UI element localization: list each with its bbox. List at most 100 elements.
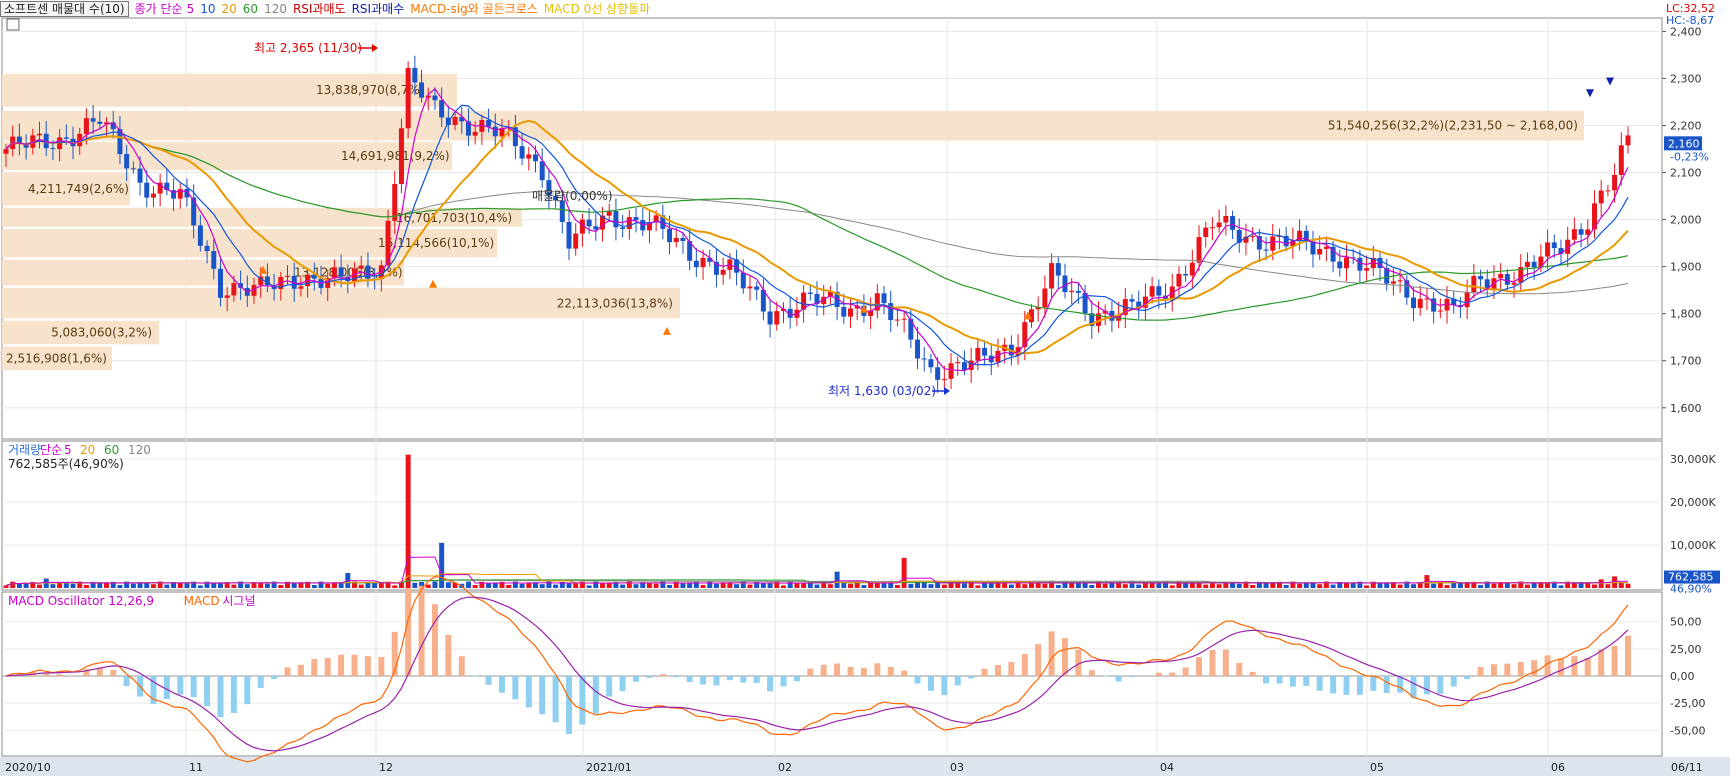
volume-bar[interactable]	[1337, 581, 1343, 588]
volume-bar[interactable]	[1002, 582, 1008, 588]
candle-body[interactable]	[734, 259, 740, 273]
candle-body[interactable]	[1625, 135, 1631, 146]
volume-bar[interactable]	[1471, 581, 1477, 588]
volume-bar[interactable]	[1256, 581, 1262, 588]
candle-body[interactable]	[50, 148, 56, 150]
candle-body[interactable]	[1042, 288, 1048, 308]
volume-bar[interactable]	[1230, 582, 1236, 588]
volume-bar[interactable]	[1343, 582, 1349, 588]
volume-bar[interactable]	[231, 584, 237, 588]
volume-bar[interactable]	[1069, 583, 1075, 588]
volume-bar[interactable]	[10, 581, 16, 588]
candle-body[interactable]	[593, 226, 599, 230]
candle-body[interactable]	[405, 67, 411, 129]
candle-body[interactable]	[948, 363, 954, 379]
volume-bar[interactable]	[130, 583, 136, 588]
candle-body[interactable]	[1357, 257, 1363, 271]
volume-bar[interactable]	[1444, 585, 1450, 588]
candle-body[interactable]	[553, 195, 559, 201]
candle-body[interactable]	[1263, 249, 1269, 251]
candle-body[interactable]	[224, 295, 230, 298]
candle-body[interactable]	[311, 274, 317, 279]
candle-body[interactable]	[1591, 203, 1597, 230]
volume-bar[interactable]	[827, 584, 833, 588]
volume-bar[interactable]	[1357, 581, 1363, 588]
volume-bar[interactable]	[1350, 583, 1356, 588]
candle-body[interactable]	[1189, 262, 1195, 276]
volume-bar[interactable]	[1055, 585, 1061, 588]
candle-body[interactable]	[667, 228, 673, 243]
candle-body[interactable]	[425, 95, 431, 98]
candle-body[interactable]	[1437, 310, 1443, 312]
volume-bar[interactable]	[432, 581, 438, 588]
volume-bar[interactable]	[988, 583, 994, 588]
candle-body[interactable]	[1323, 246, 1329, 249]
volume-bar[interactable]	[1183, 583, 1189, 588]
candle-body[interactable]	[1136, 301, 1142, 308]
candle-body[interactable]	[1236, 229, 1242, 243]
candle-body[interactable]	[975, 347, 981, 361]
volume-bar[interactable]	[1196, 582, 1202, 588]
candle-body[interactable]	[754, 286, 760, 290]
candle-body[interactable]	[1055, 263, 1061, 276]
candle-body[interactable]	[16, 136, 22, 144]
volume-bar[interactable]	[171, 581, 177, 588]
volume-bar[interactable]	[915, 582, 921, 588]
candle-body[interactable]	[479, 120, 485, 132]
candle-body[interactable]	[848, 308, 854, 317]
volume-bar[interactable]	[700, 584, 706, 588]
volume-bar[interactable]	[546, 581, 552, 588]
volume-bar[interactable]	[77, 581, 83, 588]
volume-bar[interactable]	[995, 582, 1001, 588]
candle-body[interactable]	[854, 305, 860, 309]
candle-body[interactable]	[1297, 230, 1303, 241]
volume-bar[interactable]	[579, 581, 585, 588]
candle-body[interactable]	[1431, 298, 1437, 312]
volume-bar[interactable]	[472, 585, 478, 588]
candle-body[interactable]	[472, 131, 478, 136]
candle-body[interactable]	[1230, 216, 1236, 230]
volume-bar[interactable]	[586, 585, 592, 588]
candle-body[interactable]	[1142, 296, 1148, 308]
candle-body[interactable]	[995, 350, 1001, 363]
volume-bar[interactable]	[1203, 584, 1209, 588]
volume-bar[interactable]	[506, 584, 512, 588]
volume-bar[interactable]	[653, 583, 659, 588]
volume-bar[interactable]	[687, 583, 693, 588]
volume-bar[interactable]	[1223, 582, 1229, 588]
volume-bar[interactable]	[868, 581, 874, 588]
candle-body[interactable]	[412, 67, 418, 83]
candle-body[interactable]	[1102, 310, 1108, 314]
volume-bar[interactable]	[1297, 583, 1303, 588]
volume-profile-box[interactable]	[2, 73, 457, 107]
volume-bar[interactable]	[1598, 579, 1604, 588]
candle-body[interactable]	[579, 219, 585, 234]
candle-body[interactable]	[1310, 241, 1316, 255]
volume-bar[interactable]	[83, 585, 89, 588]
candle-body[interactable]	[492, 126, 498, 137]
candle-body[interactable]	[358, 265, 364, 269]
volume-bar[interactable]	[164, 584, 170, 588]
candle-body[interactable]	[767, 311, 773, 325]
candle-body[interactable]	[1377, 257, 1383, 268]
candle-body[interactable]	[1578, 229, 1584, 235]
volume-bar[interactable]	[318, 581, 324, 588]
volume-bar[interactable]	[1625, 583, 1631, 588]
volume-bar[interactable]	[1022, 584, 1028, 588]
candle-body[interactable]	[586, 219, 592, 227]
candle-body[interactable]	[707, 257, 713, 262]
volume-bar[interactable]	[519, 583, 525, 588]
legend-item-3[interactable]: 20	[221, 2, 237, 16]
volume-bar[interactable]	[1008, 584, 1014, 588]
candle-body[interactable]	[117, 129, 123, 155]
candle-body[interactable]	[90, 118, 96, 122]
volume-bar[interactable]	[633, 584, 639, 588]
candle-body[interactable]	[251, 284, 257, 296]
volume-bar[interactable]	[452, 582, 458, 588]
candle-body[interactable]	[1464, 292, 1470, 308]
volume-bar[interactable]	[720, 582, 726, 588]
volume-bar[interactable]	[1283, 584, 1289, 588]
candle-body[interactable]	[1069, 290, 1075, 293]
candle-body[interactable]	[646, 222, 652, 231]
candle-body[interactable]	[164, 182, 170, 191]
